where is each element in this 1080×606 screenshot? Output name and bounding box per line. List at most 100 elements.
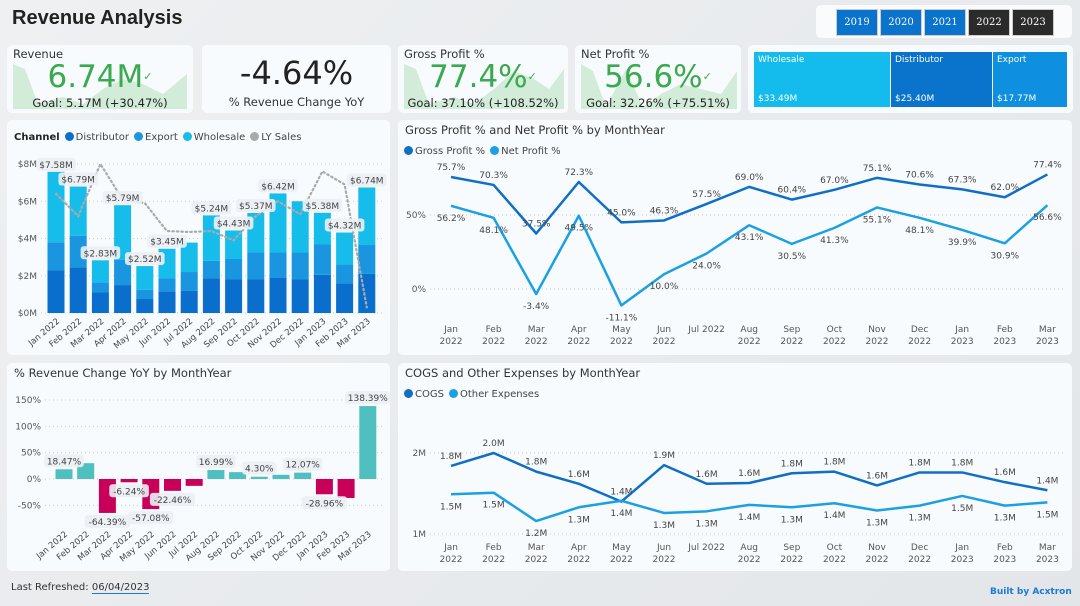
year-button-2022[interactable]: 2022 bbox=[968, 9, 1010, 36]
data-label: 1.8M bbox=[823, 458, 845, 468]
net-profit-title: Net Profit % bbox=[581, 47, 650, 61]
legend-item-other-expenses[interactable]: Other Expenses bbox=[448, 389, 539, 400]
data-label-group: 1.4M bbox=[823, 511, 845, 521]
legend-item-cogs[interactable]: COGS bbox=[404, 389, 444, 400]
x-tick-label: Feb bbox=[997, 543, 1013, 553]
x-tick-label: Mar bbox=[528, 543, 545, 553]
x-tick-label: Nov bbox=[868, 543, 886, 553]
data-label: 1.4M bbox=[610, 509, 632, 519]
revenue-goal: Goal: 5.17M (+30.47%) bbox=[32, 96, 168, 110]
year-button-2023[interactable]: 2023 bbox=[1012, 9, 1054, 36]
legend-item-net-profit[interactable]: Net Profit % bbox=[490, 146, 561, 157]
gross-profit-sparkline bbox=[404, 64, 564, 109]
x-tick-label: Jul 2022 bbox=[687, 325, 725, 335]
bar-segment-wholesale bbox=[180, 242, 198, 273]
x-tick-label: 2022 bbox=[780, 555, 803, 565]
data-label-group: 70.3% bbox=[479, 171, 508, 181]
ly-sales-line bbox=[54, 161, 368, 309]
x-tick-label: 2023 bbox=[993, 337, 1016, 347]
data-label: 45.0% bbox=[607, 208, 636, 218]
x-tick-label: Sep bbox=[783, 543, 800, 553]
data-label: 75.7% bbox=[437, 163, 466, 173]
legend-item-gross-profit[interactable]: Gross Profit % bbox=[404, 146, 485, 157]
data-label: $2.52M bbox=[128, 255, 162, 265]
data-label-group: -28.96% bbox=[301, 496, 347, 510]
data-label: 49.5% bbox=[565, 224, 594, 234]
treemap-value: $33.49M bbox=[758, 94, 798, 104]
legend-item-distributor[interactable]: Distributor bbox=[64, 132, 129, 143]
chart-title: % Revenue Change YoY by MonthYear bbox=[14, 366, 232, 380]
year-button-2021[interactable]: 2021 bbox=[924, 9, 966, 36]
data-label-group: 1.8M bbox=[823, 458, 845, 468]
data-label-group: $2.52M bbox=[125, 252, 165, 266]
data-label-bg bbox=[58, 172, 98, 186]
data-label-bg bbox=[236, 198, 276, 212]
data-label: 70.3% bbox=[479, 171, 508, 181]
legend-item-ly-sales[interactable]: LY Sales bbox=[250, 132, 301, 143]
x-tick-label: 2022 bbox=[780, 337, 803, 347]
bar-segment-distributor bbox=[180, 290, 198, 313]
x-tick-label: Mar bbox=[1039, 543, 1056, 553]
x-tick-label: 2023 bbox=[951, 555, 974, 565]
series-line-other-expenses bbox=[450, 491, 1048, 523]
data-label-bg bbox=[302, 198, 343, 212]
x-tick-label: Aug bbox=[740, 325, 758, 335]
data-label-group: 75.1% bbox=[863, 164, 892, 174]
built-by-logo[interactable]: Built by Acxtron bbox=[990, 587, 1072, 597]
bar-segment-wholesale bbox=[291, 201, 309, 253]
bar-segment-distributor bbox=[202, 278, 220, 313]
bar-segment-export bbox=[247, 252, 265, 280]
x-tick-label: Apr bbox=[571, 325, 587, 335]
data-label: $3.45M bbox=[150, 238, 184, 248]
data-label-group: 1.3M bbox=[696, 519, 718, 529]
year-button-2020[interactable]: 2020 bbox=[880, 9, 922, 36]
year-button-2019[interactable]: 2019 bbox=[836, 9, 878, 36]
cogs-expenses-chart: 1M 2M Jan 2022 Feb 2022 Mar 2022 Apr 2022 May 2022 J… bbox=[398, 363, 1072, 571]
data-label-group: 16.99% bbox=[196, 455, 236, 469]
treemap-label: Export bbox=[997, 55, 1027, 65]
x-tick-label: 2023 bbox=[1036, 555, 1059, 565]
data-label-group: -57.08% bbox=[128, 511, 174, 525]
x-tick-label: 2022 bbox=[866, 555, 889, 565]
data-label: 1.8M bbox=[525, 458, 547, 468]
data-label: $4.32M bbox=[328, 222, 362, 232]
bar-segment-distributor bbox=[91, 292, 109, 313]
legend-item-wholesale[interactable]: Wholesale bbox=[182, 132, 245, 143]
check-icon: ✓ bbox=[527, 70, 537, 83]
chart-legend: COGS Other Expenses bbox=[404, 389, 539, 400]
data-label: 1.3M bbox=[653, 521, 675, 531]
data-label: 1.4M bbox=[610, 488, 632, 498]
data-label-bg bbox=[345, 391, 390, 405]
y-tick-label: 0% bbox=[27, 475, 42, 485]
legend-item-export[interactable]: Export bbox=[134, 132, 178, 143]
data-label: 39.9% bbox=[948, 238, 977, 248]
data-label-bg bbox=[80, 246, 121, 260]
data-label: 55.1% bbox=[863, 215, 892, 225]
y-tick-label: 150% bbox=[15, 396, 41, 406]
x-tick-label: Jan bbox=[443, 543, 458, 553]
bar-segment-export bbox=[313, 244, 331, 275]
x-tick-label: 2022 bbox=[908, 337, 931, 347]
data-label: 72.3% bbox=[565, 168, 594, 178]
yoy-kpi-card: -4.64% % Revenue Change YoY bbox=[202, 45, 391, 113]
data-label: 16.99% bbox=[199, 458, 234, 468]
last-refreshed-date[interactable]: 06/04/2023 bbox=[91, 582, 150, 594]
bar-segment-wholesale bbox=[336, 232, 354, 265]
bar bbox=[207, 470, 225, 479]
treemap-distributor[interactable]: Distributor $25.40M bbox=[891, 52, 992, 107]
data-label-bg bbox=[128, 511, 174, 525]
treemap-export[interactable]: Export $17.77M bbox=[993, 52, 1067, 107]
data-label-bg bbox=[301, 496, 347, 510]
data-label: 67.0% bbox=[820, 176, 849, 186]
data-label: 1.9M bbox=[653, 451, 675, 461]
data-label: 1.2M bbox=[525, 529, 547, 539]
data-label-bg bbox=[125, 252, 165, 266]
data-label: 46.3% bbox=[650, 206, 679, 216]
data-label: 56.6% bbox=[1033, 213, 1062, 223]
treemap-wholesale[interactable]: Wholesale $33.49M bbox=[754, 52, 890, 107]
data-label-group: 75.7% bbox=[437, 163, 466, 173]
y-tick-label: -50% bbox=[18, 501, 42, 511]
bar-segment-export bbox=[158, 278, 176, 292]
data-label-group: 56.6% bbox=[1033, 213, 1062, 223]
data-label-group: 1.3M bbox=[909, 514, 931, 524]
